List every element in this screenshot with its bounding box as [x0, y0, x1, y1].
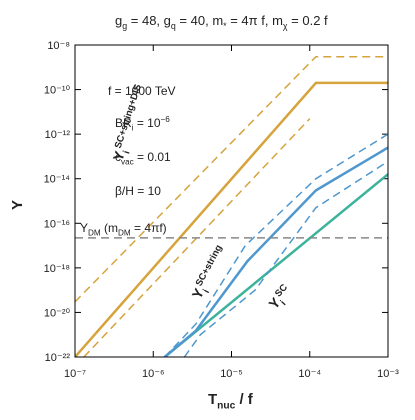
text-part: f = 1000 TeV: [108, 84, 176, 98]
text-part: g: [164, 13, 171, 28]
x-tick-label: 10⁻³: [377, 368, 399, 380]
text-part: SC: [273, 282, 290, 299]
text-part: BR: [115, 116, 132, 130]
text-part: m: [272, 13, 283, 28]
text-part: = 4π f,: [227, 13, 272, 28]
text-part: DM: [88, 229, 101, 238]
series-line: [183, 160, 388, 357]
x-tick-label: 10⁻⁵: [220, 368, 243, 380]
series-line: [164, 133, 388, 357]
text-part: g: [115, 13, 122, 28]
text-part: SC+string: [194, 243, 225, 288]
y-tick-label: 10⁻²²: [45, 352, 71, 364]
text-part: β/H = 10: [115, 184, 161, 198]
y-tick-label: 10⁻¹⁰: [44, 85, 71, 97]
text-part: i: [121, 149, 132, 155]
rich-text: YiSC+string: [188, 243, 233, 303]
text-part: vac: [121, 158, 134, 167]
y-tick-label: 10⁻¹²: [45, 129, 71, 141]
text-part: c: [115, 150, 121, 164]
rich-text: Tnuc / f: [208, 391, 254, 412]
rich-text: YiSC: [265, 282, 297, 315]
text-part: = 10: [133, 116, 160, 130]
text-part: i: [201, 288, 212, 296]
text-part: T: [208, 391, 217, 408]
text-part: q: [171, 21, 176, 31]
rich-text: Y: [9, 200, 26, 210]
text-part: g: [122, 21, 127, 31]
rich-text: gg = 48, gq = 40, m* = 4π f, mχ = 0.2 f: [115, 13, 328, 31]
text-part: nuc: [217, 401, 235, 412]
y-tick-label: 10⁻¹⁴: [44, 174, 71, 186]
text-part: (m: [101, 221, 118, 235]
plot-area: [75, 55, 388, 357]
x-tick-label: 10⁻⁴: [298, 368, 321, 380]
rich-text: f = 1000 TeV: [108, 84, 176, 98]
rich-text: BRi = 10−6: [115, 115, 170, 132]
text-part: Y: [189, 285, 208, 301]
series-line: [75, 55, 388, 303]
text-part: Y: [9, 200, 26, 210]
rich-text: cvac = 0.01: [115, 150, 171, 167]
text-part: χ: [283, 21, 288, 31]
text-part: = 48,: [127, 13, 164, 28]
x-tick-label: 10⁻⁶: [142, 368, 165, 380]
y-tick-label: 10⁻²⁰: [44, 307, 71, 319]
series-line: [163, 146, 388, 357]
text-part: i: [278, 299, 288, 308]
series-line: [75, 81, 388, 357]
text-part: Y: [80, 221, 88, 235]
y-tick-label: 10⁻⁸: [47, 40, 70, 52]
text-part: = 0.01: [134, 150, 171, 164]
y-tick-label: 10⁻¹⁸: [44, 263, 70, 275]
text-part: −6: [161, 115, 171, 124]
text-part: i: [132, 124, 134, 133]
text-part: m: [212, 13, 223, 28]
x-tick-label: 10⁻⁷: [64, 368, 86, 380]
text-part: = 40,: [176, 13, 213, 28]
rich-text: β/H = 10: [115, 184, 161, 198]
text-part: = 4πf): [131, 221, 167, 235]
series-line: [83, 118, 311, 357]
text-part: / f: [235, 391, 254, 408]
text-part: *: [223, 21, 227, 31]
rich-text: YDM (mDM = 4πf): [80, 221, 167, 238]
y-tick-label: 10⁻¹⁶: [44, 218, 70, 230]
series-line: [163, 173, 388, 357]
text-part: = 0.2 f: [288, 13, 328, 28]
frame: [74, 44, 389, 358]
text-part: DM: [118, 229, 131, 238]
